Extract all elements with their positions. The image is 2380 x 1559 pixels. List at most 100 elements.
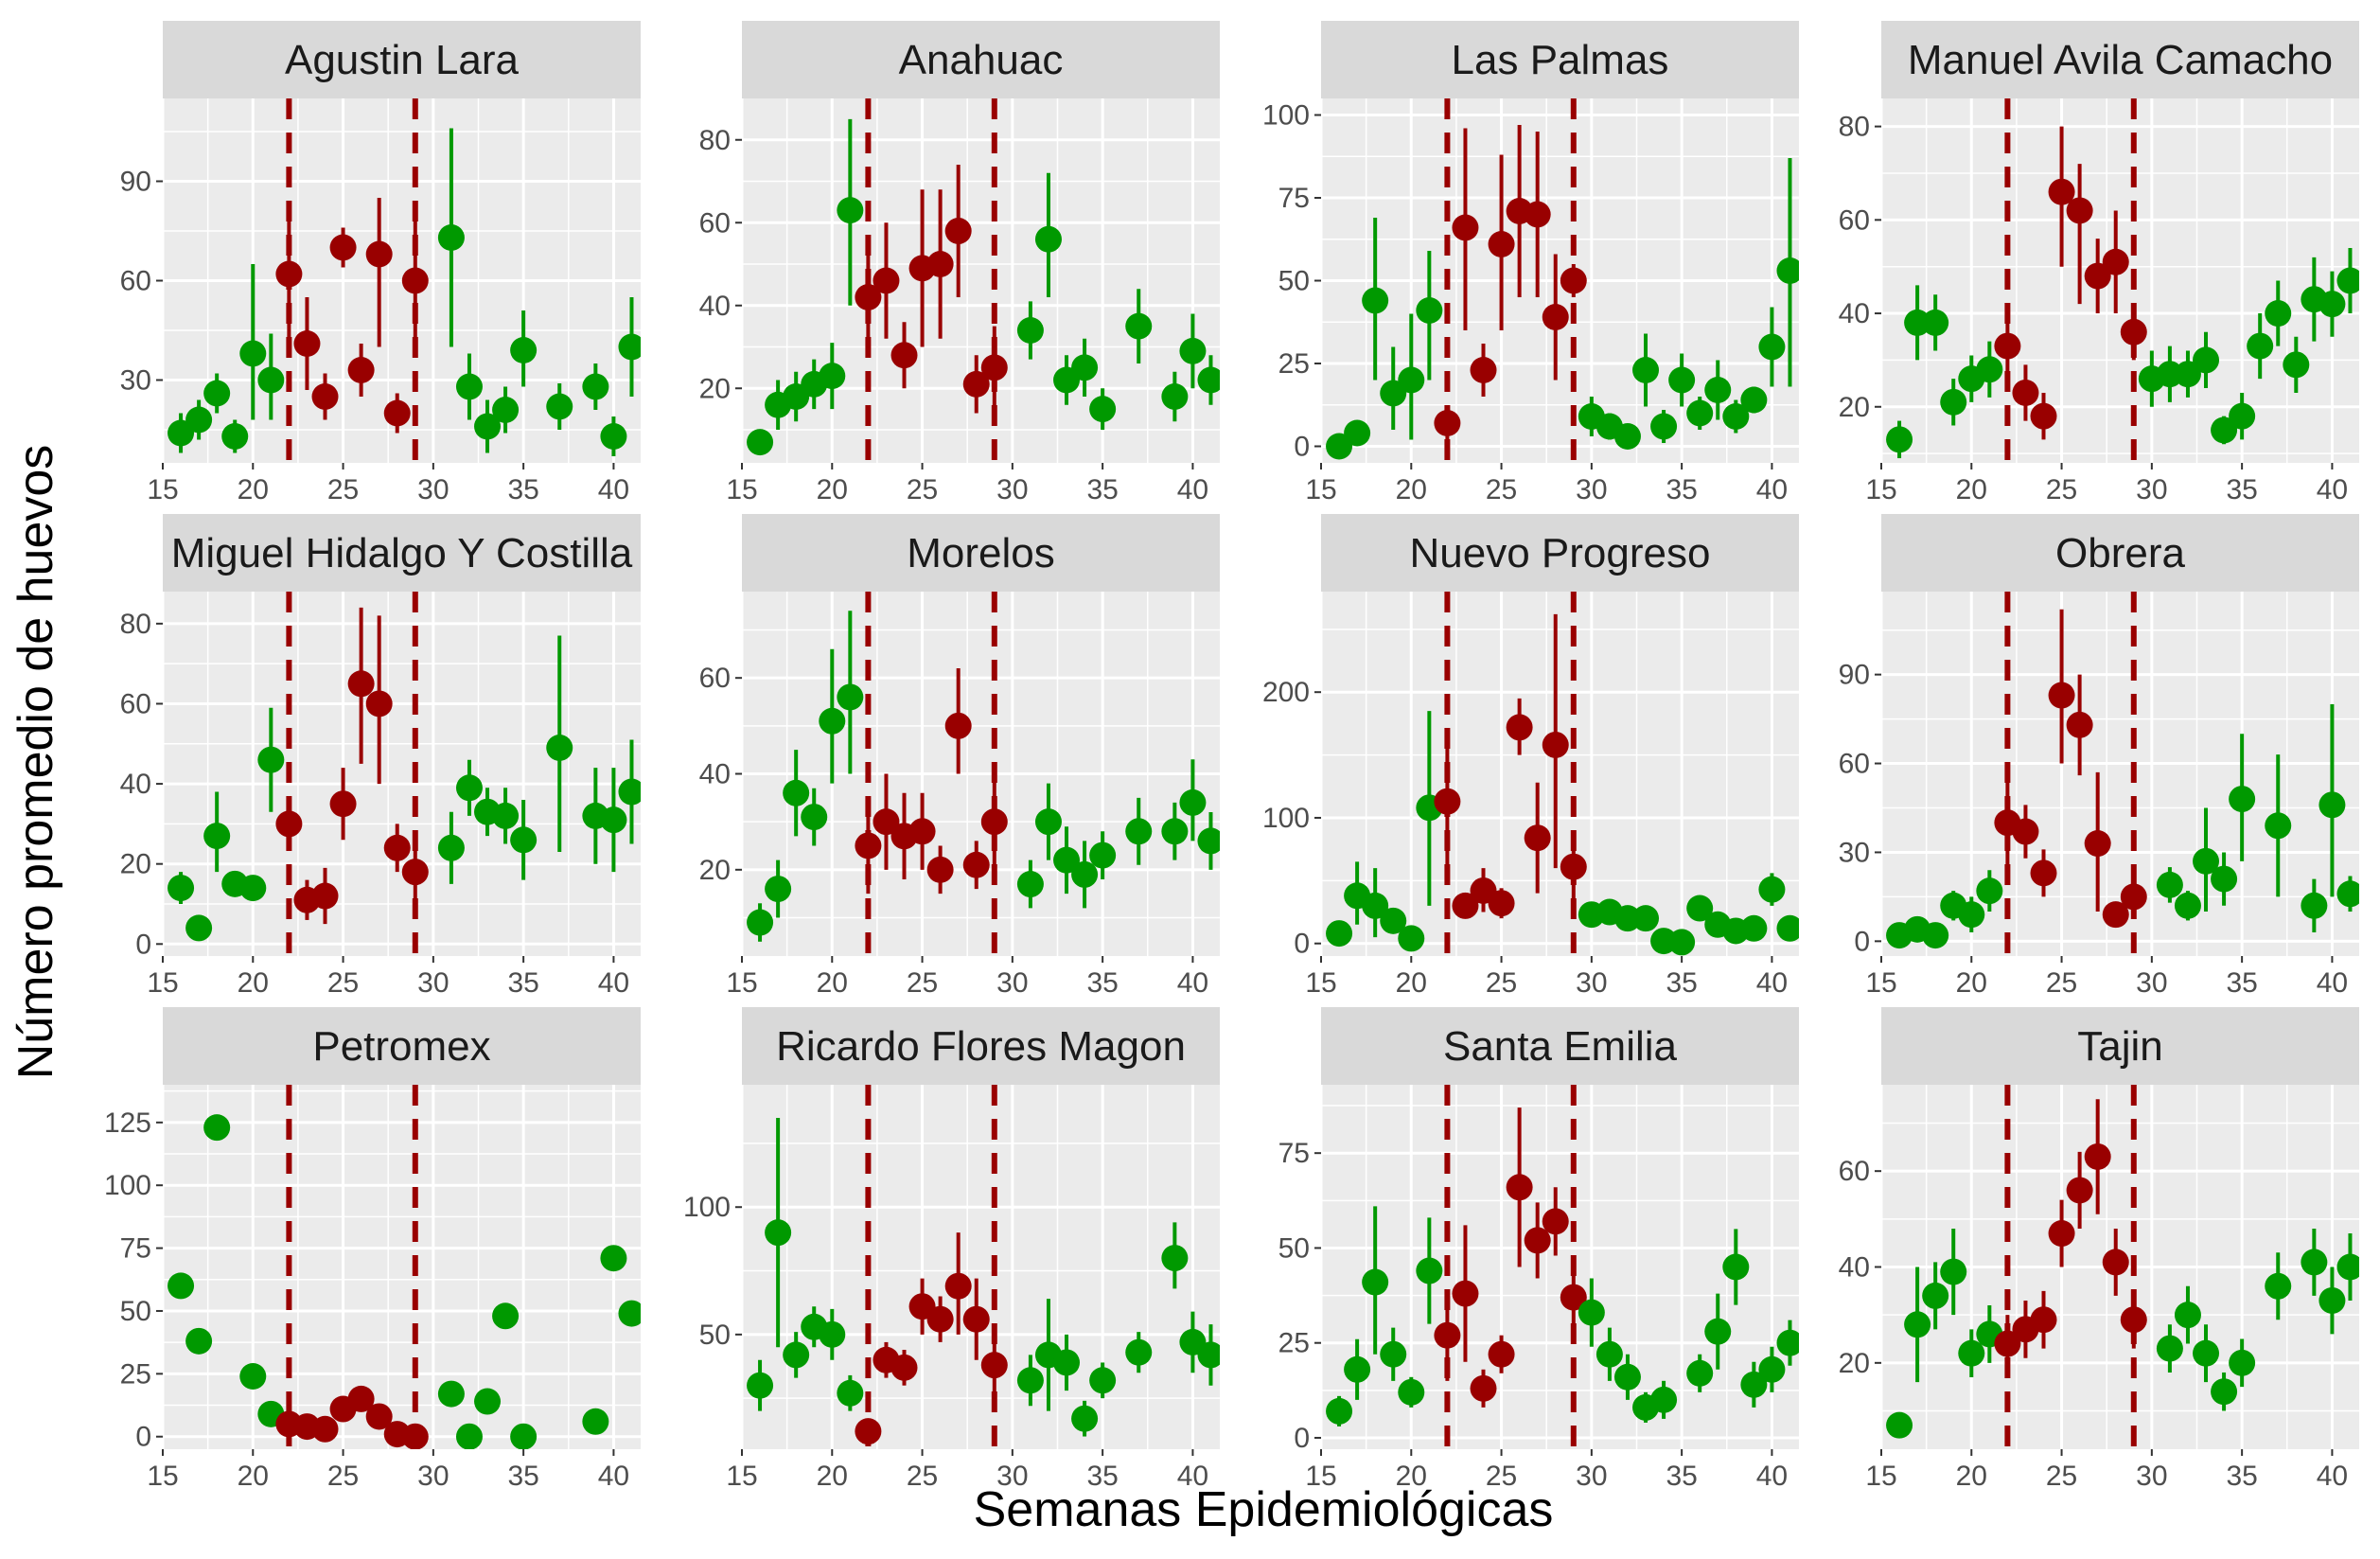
data-point: [347, 1385, 375, 1412]
y-tick-label: 50: [699, 1320, 731, 1351]
data-point: [383, 399, 411, 427]
x-tick-label: 30: [2136, 1461, 2167, 1492]
x-tick-label: 15: [726, 474, 757, 505]
data-point: [1994, 332, 2021, 360]
data-point: [819, 1320, 846, 1348]
x-tick-label: 40: [598, 967, 629, 999]
data-point: [2211, 1378, 2238, 1406]
x-tick-label: 25: [907, 1461, 938, 1492]
data-point: [1524, 824, 1551, 852]
plot-area: [742, 98, 1220, 463]
data-point: [962, 1305, 990, 1333]
x-tick-label: 25: [2046, 474, 2077, 505]
data-point: [1452, 892, 1479, 919]
facet-strip: [163, 21, 641, 98]
y-tick-label: 60: [699, 663, 731, 694]
x-tick-label: 30: [1576, 967, 1607, 999]
data-point: [2247, 332, 2274, 360]
data-point: [1197, 827, 1220, 855]
y-tick-label: 50: [1278, 266, 1310, 297]
y-tick-label: 75: [120, 1233, 151, 1265]
data-point: [2336, 267, 2359, 294]
data-point: [2283, 351, 2310, 379]
y-tick-label: 200: [1262, 677, 1310, 708]
y-tick-label: 100: [683, 1192, 731, 1223]
data-point: [257, 746, 285, 773]
data-points: [167, 128, 641, 456]
data-point: [2193, 346, 2220, 374]
x-tick-label: 35: [1666, 1461, 1697, 1492]
data-point: [1740, 914, 1768, 942]
y-tick-label: 100: [1262, 803, 1310, 834]
x-tick-label: 30: [1576, 474, 1607, 505]
x-tick-label: 15: [1305, 1461, 1336, 1492]
data-point: [2084, 830, 2111, 858]
y-tick-label: 0: [1294, 432, 1310, 463]
x-tick-label: 40: [1756, 1461, 1788, 1492]
data-point: [1560, 853, 1587, 880]
data-points: [1886, 1099, 2359, 1439]
data-point: [2120, 318, 2147, 345]
data-point: [2102, 248, 2129, 275]
x-tick-label: 25: [327, 1461, 359, 1492]
data-point: [2012, 818, 2039, 845]
plot-area: [1321, 592, 1799, 956]
data-point: [1125, 818, 1153, 845]
data-point: [365, 1403, 393, 1430]
data-point: [546, 393, 573, 420]
data-point: [1362, 287, 1389, 314]
y-tick-label: 40: [1839, 298, 1870, 329]
data-point: [2193, 847, 2220, 875]
data-point: [1197, 1341, 1220, 1369]
data-point: [1434, 410, 1461, 436]
x-tick-label: 40: [1756, 967, 1788, 999]
facet-panel-morelos: Morelos 15 20 25 30 35 40 20 40 60: [699, 514, 1220, 999]
data-point: [1125, 312, 1153, 340]
data-point: [185, 406, 213, 434]
y-tick-label: 25: [1278, 1328, 1310, 1359]
data-point: [1089, 396, 1117, 423]
x-tick-label: 35: [1086, 474, 1118, 505]
data-point: [618, 333, 641, 361]
data-point: [1958, 901, 1985, 929]
data-point: [2229, 402, 2256, 430]
data-point: [1362, 1268, 1389, 1296]
data-point: [873, 808, 900, 836]
data-point: [2265, 1272, 2292, 1300]
x-tick-label: 20: [1956, 967, 1987, 999]
y-tick-label: 90: [1839, 660, 1870, 691]
data-point: [2120, 1306, 2147, 1334]
facet-strip-title: Miguel Hidalgo Y Costilla: [171, 530, 633, 576]
data-point: [2012, 379, 2039, 406]
facet-strip: [1321, 514, 1799, 592]
data-point: [2265, 812, 2292, 840]
data-point: [837, 1379, 864, 1407]
x-tick-label: 30: [996, 967, 1028, 999]
x-tick-label: 15: [1305, 967, 1336, 999]
y-tick-label: 0: [135, 929, 151, 960]
data-point: [600, 1245, 627, 1272]
facet-panel-miguel-hidalgo-y-costilla: Miguel Hidalgo Y Costilla 15 20 25 30 35 40 0 20…: [120, 514, 641, 999]
x-tick-label: 15: [147, 474, 178, 505]
data-point: [1524, 201, 1551, 228]
data-point: [890, 1354, 918, 1381]
data-point: [1686, 895, 1714, 922]
data-point: [1179, 788, 1207, 816]
data-point: [873, 267, 900, 294]
y-tick-label: 125: [104, 1107, 151, 1139]
data-point: [455, 373, 483, 400]
data-point: [203, 1114, 231, 1142]
plot-area: [742, 1085, 1220, 1449]
facet-strip: [742, 1007, 1220, 1085]
data-point: [2211, 416, 2238, 444]
data-point: [1758, 876, 1786, 903]
x-tick-label: 40: [1756, 474, 1788, 505]
facet-strip-title: Tajin: [2077, 1023, 2163, 1070]
y-tick-label: 0: [1294, 1423, 1310, 1454]
data-point: [1488, 890, 1515, 917]
data-point: [980, 354, 1008, 381]
data-point: [311, 1415, 339, 1443]
data-point: [1470, 357, 1497, 383]
y-tick-label: 30: [120, 365, 151, 397]
data-point: [747, 429, 774, 456]
